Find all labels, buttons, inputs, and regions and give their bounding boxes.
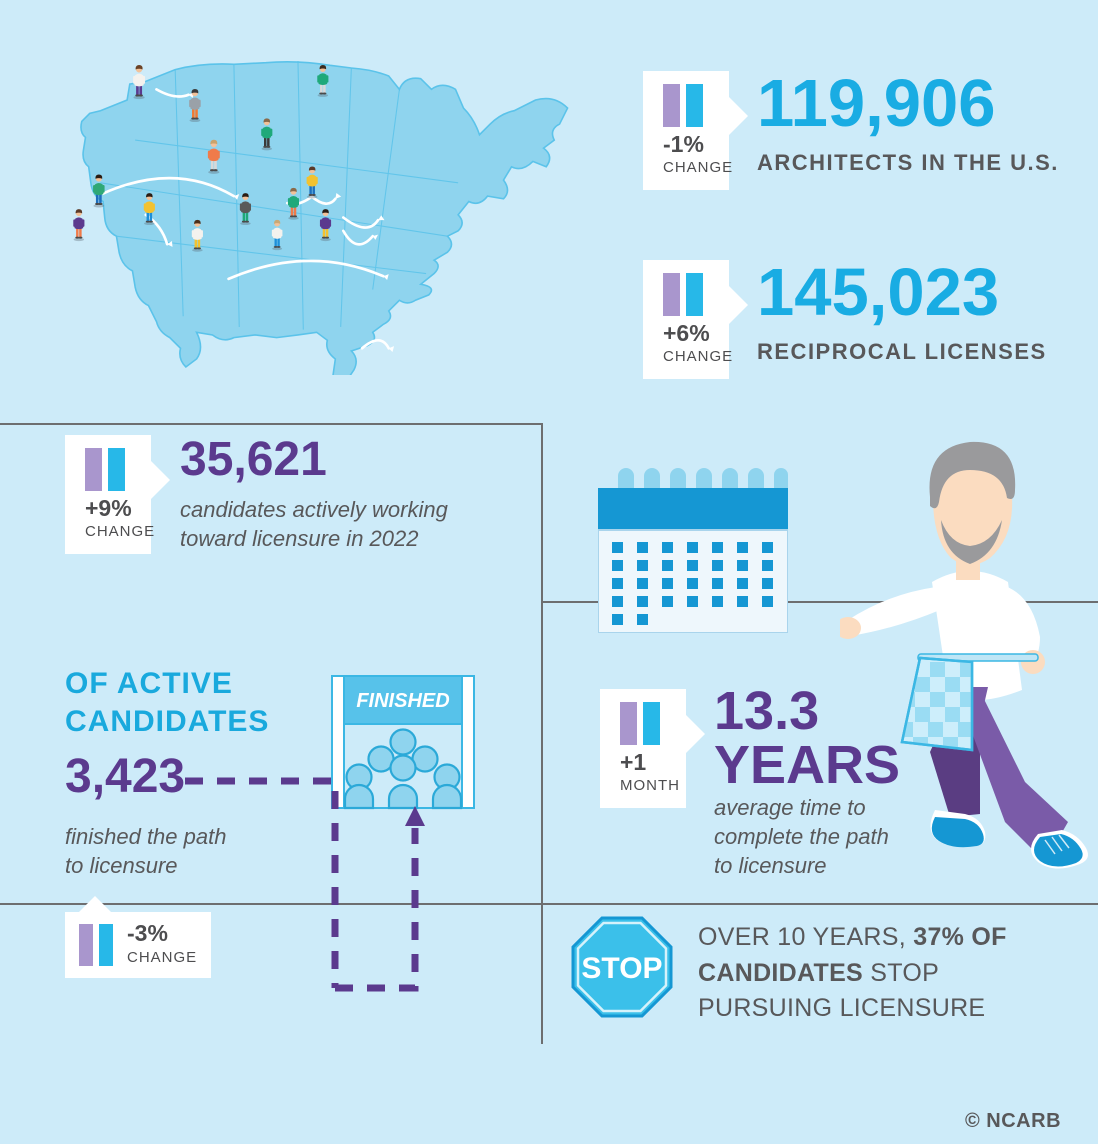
- svg-text:FINISHED: FINISHED: [356, 690, 449, 712]
- svg-text:STOP: STOP: [581, 952, 662, 985]
